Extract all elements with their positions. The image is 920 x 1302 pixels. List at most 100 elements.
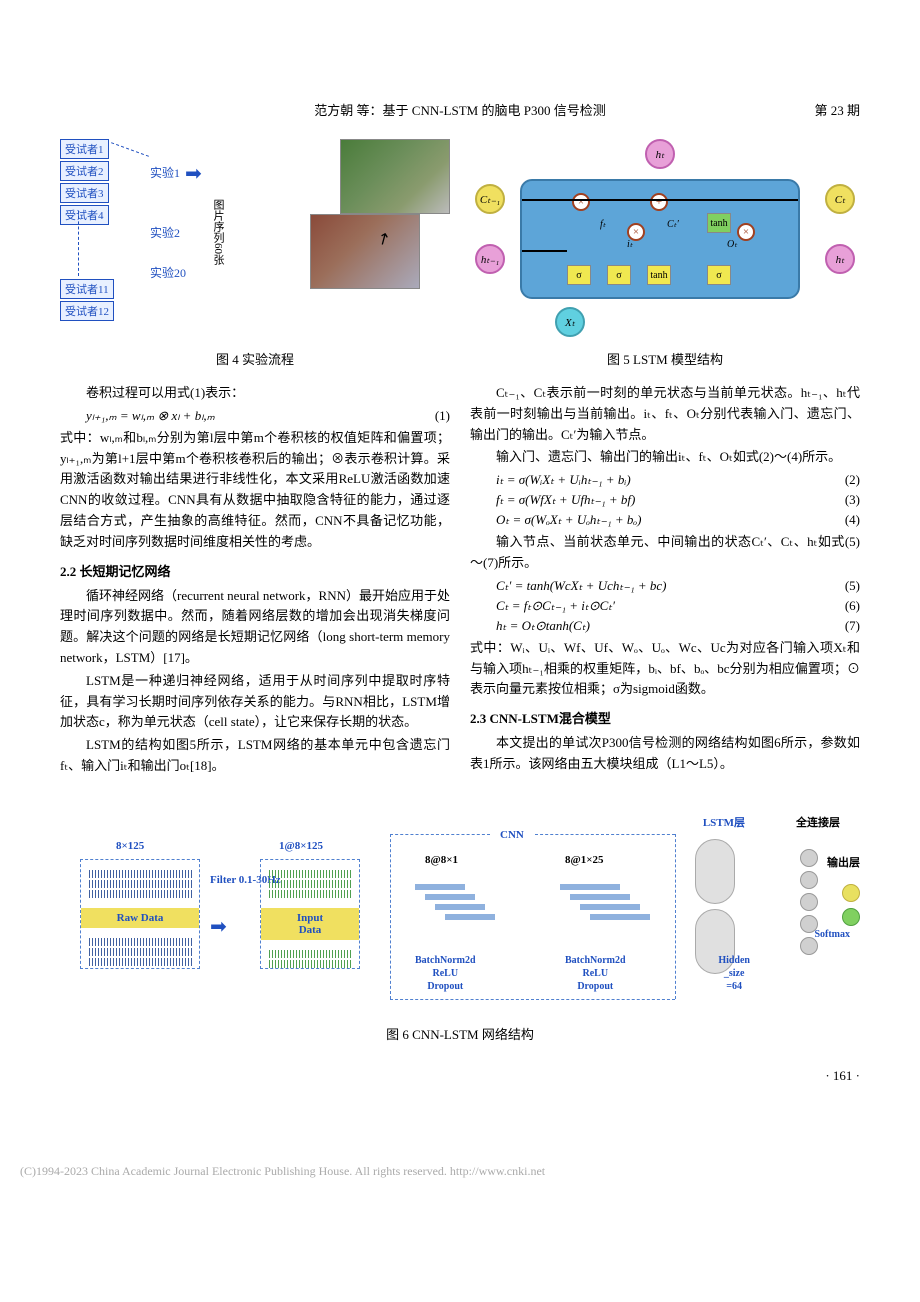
paragraph: Cₜ₋₁、Cₜ表示前一时刻的单元状态与当前单元状态。hₜ₋₁、hₜ代表前一时刻输… xyxy=(470,383,860,445)
equation-1: yₗ₊₁,ₘ = wₗ,ₘ ⊗ xₗ + bₗ,ₘ (1) xyxy=(86,408,450,424)
subject-box: 受试者4 xyxy=(60,205,109,225)
paragraph: 式中：wₗ,ₘ和bₗ,ₘ分别为第l层中第m个卷积核的权值矩阵和偏置项；yₗ₊₁,… xyxy=(60,428,450,553)
feature-map xyxy=(445,914,495,920)
dashed-line xyxy=(535,834,675,835)
signal-line xyxy=(87,938,193,946)
header-title: 范方朝 等：基于 CNN-LSTM 的脑电 P300 信号检测 xyxy=(314,103,605,118)
eq-body: iₜ = σ(WᵢXₜ + Uᵢhₜ₋₁ + bᵢ) xyxy=(496,472,631,488)
lstm-layer-label: LSTM层 xyxy=(703,814,745,830)
issue-number: 第 23 期 xyxy=(814,100,860,119)
equation-3: fₜ = σ(WfXₜ + Ufhₜ₋₁ + bf) (3) xyxy=(496,492,860,508)
eq-body: yₗ₊₁,ₘ = wₗ,ₘ ⊗ xₗ + bₗ,ₘ xyxy=(86,408,215,424)
equation-7: hₜ = Oₜ⊙tanh(Cₜ) (7) xyxy=(496,618,860,634)
fig6-input-box: 1@8×125 Input Data xyxy=(260,859,360,969)
figure-5: σ σ tanh σ tanh × + × × fₜ iₜ Cₜ′ Oₜ hₜ xyxy=(470,139,860,339)
paragraph: LSTM是一种递归神经网络，适用于从时间序列中提取时序特征，具有学习长期时间序列… xyxy=(60,671,450,733)
dashed-line xyxy=(390,834,391,999)
left-column: 受试者1 受试者2 受试者3 受试者4 受试者11 受试者12 实验1 ➡ 实验… xyxy=(60,139,450,779)
sigma-gate: σ xyxy=(607,265,631,285)
right-column: σ σ tanh σ tanh × + × × fₜ iₜ Cₜ′ Oₜ hₜ xyxy=(470,139,860,779)
output-layer xyxy=(842,884,860,932)
subject-box: 受试者1 xyxy=(60,139,109,159)
experiment-label: 实验2 xyxy=(150,224,180,241)
fig6-caption: 图 6 CNN-LSTM 网络结构 xyxy=(60,1024,860,1043)
feature-map xyxy=(590,914,650,920)
fc-node xyxy=(800,849,818,867)
signal-line xyxy=(267,870,353,878)
sigma-gate: σ xyxy=(567,265,591,285)
fc-node xyxy=(800,871,818,889)
dashed-line xyxy=(675,834,676,999)
eq-body: Cₜ′ = tanh(WcXₜ + Uchₜ₋₁ + bc) xyxy=(496,578,666,594)
page-header: 范方朝 等：基于 CNN-LSTM 的脑电 P300 信号检测 第 23 期 xyxy=(60,100,860,119)
paragraph: 循环神经网络（recurrent neural network，RNN）最开始应… xyxy=(60,586,450,669)
paragraph: 输入节点、当前状态单元、中间输出的状态Cₜ′、Cₜ、hₜ如式(5)～(7)所示。 xyxy=(470,532,860,574)
experiment-label: 实验20 xyxy=(150,264,186,281)
eq-body: Oₜ = σ(WₒXₜ + Uₒhₜ₋₁ + bₒ) xyxy=(496,512,641,528)
sigma-gate: σ xyxy=(707,265,731,285)
output-node xyxy=(842,908,860,926)
feature-map xyxy=(425,894,475,900)
mult-op: × xyxy=(572,193,590,211)
tanh-gate: tanh xyxy=(647,265,671,285)
signal-line xyxy=(267,960,353,968)
experiment-label: 实验1 xyxy=(150,164,180,181)
fig4-subjects-top: 受试者1 受试者2 受试者3 受试者4 xyxy=(60,139,109,227)
figure-6: 8×125 Raw Data Filter 0.1-30Hz ➡ 1@8×125 xyxy=(60,799,860,1019)
node-c-prev: Cₜ₋₁ xyxy=(475,184,505,214)
cell-state-line xyxy=(522,199,798,201)
subject-box: 受试者12 xyxy=(60,301,114,321)
fig4-subjects-bottom: 受试者11 受试者12 xyxy=(60,279,114,323)
paragraph: 输入门、遗忘门、输出门的输出iₜ、fₜ、Oₜ如式(2)～(4)所示。 xyxy=(470,447,860,468)
signal-line xyxy=(87,880,193,888)
batchnorm-label: BatchNorm2d ReLU Dropout xyxy=(565,954,626,993)
subject-box: 受试者3 xyxy=(60,183,109,203)
equation-6: Cₜ = fₜ⊙Cₜ₋₁ + iₜ⊙Cₜ′ (6) xyxy=(496,598,860,614)
section-2-3: 2.3 CNN-LSTM混合模型 xyxy=(470,708,860,727)
sample-image xyxy=(340,139,450,214)
gate-label: Cₜ′ xyxy=(667,219,679,230)
cnn-label: CNN xyxy=(500,829,524,841)
lstm-cell-box: σ σ tanh σ tanh × + × × fₜ iₜ Cₜ′ Oₜ xyxy=(520,179,800,299)
eq-number: (3) xyxy=(845,492,860,508)
sample-image xyxy=(310,214,420,289)
feature-map xyxy=(570,894,630,900)
eq-number: (2) xyxy=(845,472,860,488)
hidden-size-label: Hidden _size =64 xyxy=(718,954,750,993)
copyright-watermark: (C)1994-2023 China Academic Journal Elec… xyxy=(0,1164,920,1179)
fig4-images: ↗ xyxy=(290,139,450,299)
page-number: · 161 · xyxy=(60,1068,860,1084)
batchnorm-label: BatchNorm2d ReLU Dropout xyxy=(415,954,476,993)
section-2-2: 2.2 长短期记忆网络 xyxy=(60,561,450,580)
fc-layer-label: 全连接层 xyxy=(796,814,840,830)
fc-layer xyxy=(800,849,820,969)
signal-line xyxy=(87,870,193,878)
lstm-cell xyxy=(695,839,735,904)
dashed-line xyxy=(390,999,675,1000)
h-line xyxy=(522,250,567,252)
gate-label: Oₜ xyxy=(727,239,737,250)
node-x: Xₜ xyxy=(555,307,585,337)
node-c: Cₜ xyxy=(825,184,855,214)
paragraph: 本文提出的单试次P300信号检测的网络结构如图6所示，参数如表1所示。该网络由五… xyxy=(470,733,860,775)
gate-label: fₜ xyxy=(600,219,606,230)
tanh-gate: tanh xyxy=(707,213,731,233)
eq-number: (1) xyxy=(435,408,450,424)
dashed-line xyxy=(390,834,490,835)
signal-line xyxy=(87,890,193,898)
feature-map xyxy=(415,884,465,890)
eq-body: Cₜ = fₜ⊙Cₜ₋₁ + iₜ⊙Cₜ′ xyxy=(496,598,615,614)
conv2-label: 8@1×25 xyxy=(565,854,604,866)
add-op: + xyxy=(650,193,668,211)
node-ht: hₜ xyxy=(645,139,675,169)
fc-node xyxy=(800,893,818,911)
arrow-icon: ➡ xyxy=(185,161,202,186)
dashed-line xyxy=(111,142,149,157)
dim-label: 1@8×125 xyxy=(279,840,323,852)
paragraph: 卷积过程可以用式(1)表示： xyxy=(60,383,450,404)
signal-line xyxy=(267,880,353,888)
output-node xyxy=(842,884,860,902)
figure-4: 受试者1 受试者2 受试者3 受试者4 受试者11 受试者12 实验1 ➡ 实验… xyxy=(60,139,450,339)
equation-2: iₜ = σ(WᵢXₜ + Uᵢhₜ₋₁ + bᵢ) (2) xyxy=(496,472,860,488)
fig4-img-text: 图片序列60张 xyxy=(210,199,226,265)
